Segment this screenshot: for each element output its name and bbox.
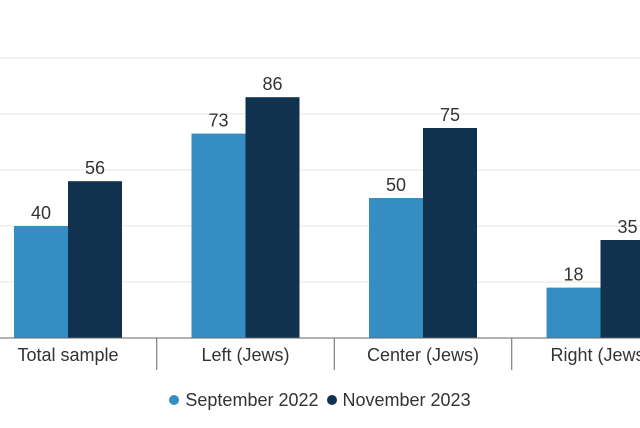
bars [14, 97, 640, 338]
bar-1-2 [423, 128, 477, 338]
data-labels: 40 56 73 86 50 75 18 35 [31, 74, 638, 284]
x-axis: Total sample Left (Jews) Center (Jews) Righ… [0, 337, 640, 370]
bar-0-3 [546, 287, 601, 338]
bar-1-0 [68, 181, 122, 338]
bar-0-1 [191, 133, 246, 338]
bar-1-3 [600, 240, 640, 338]
legend-marker-series-0 [169, 395, 180, 405]
legend-item-series-1: November 2023 [326, 389, 471, 411]
x-tick-label-0: Total sample [17, 345, 118, 365]
data-label-1-3: 35 [617, 217, 637, 237]
data-label-0-3: 18 [563, 265, 583, 285]
legend-marker-series-1 [326, 395, 337, 405]
data-label-1-2: 75 [440, 105, 460, 125]
legend-label-series-0: September 2022 [185, 389, 319, 410]
legend-item-series-0: September 2022 [169, 389, 319, 411]
data-label-0-1: 73 [208, 111, 228, 131]
legend: September 2022 November 2023 [0, 386, 640, 414]
legend-label-series-1: November 2023 [342, 389, 471, 410]
x-tick-label-2: Center (Jews) [367, 345, 479, 365]
data-label-0-0: 40 [31, 203, 51, 223]
bar-0-2 [369, 198, 423, 338]
data-label-1-1: 86 [262, 74, 282, 94]
bar-0-0 [14, 226, 68, 338]
data-label-1-0: 56 [85, 158, 105, 178]
x-tick-label-1: Left (Jews) [201, 345, 289, 365]
data-label-0-2: 50 [386, 175, 406, 195]
x-tick-label-3: Right (Jews) [550, 345, 640, 365]
bar-1-1 [245, 97, 300, 338]
